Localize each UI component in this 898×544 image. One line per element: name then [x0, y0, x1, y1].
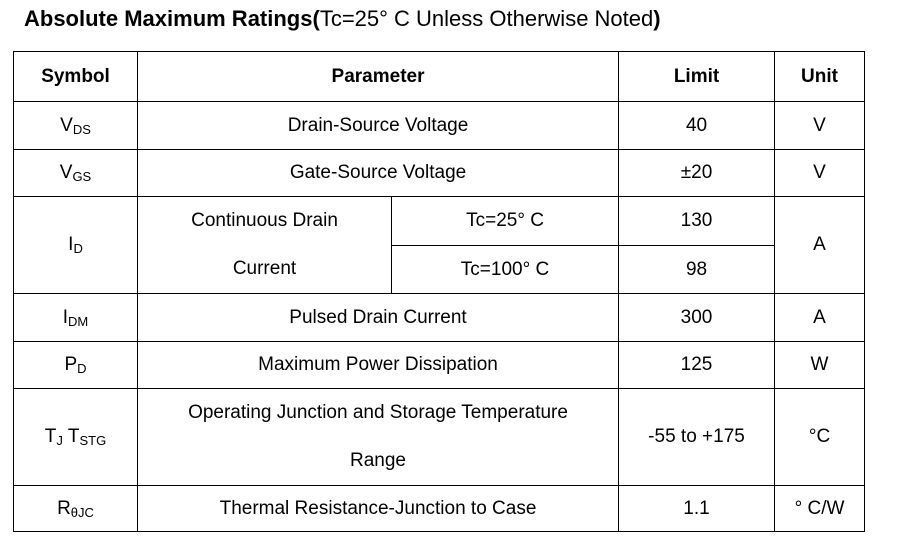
symbol-subscript: D [77, 361, 87, 376]
table-row-id-2: Tc=100° C 98 [14, 245, 865, 294]
limit-cell: 300 [618, 293, 776, 342]
symbol-main: I [62, 306, 69, 328]
unit-cell: A [774, 293, 866, 342]
symbol-main: V [59, 162, 73, 183]
symbol-main: I [68, 234, 74, 255]
title-condition: Tc=25° C Unless Otherwise Noted [319, 6, 654, 31]
table-row-id-1: ID Continuous Drain Current Tc=25° C 130 … [13, 196, 866, 294]
unit-cell: V [774, 101, 866, 150]
table-row-pd: PD Maximum Power Dissipation 125 W [13, 341, 866, 389]
unit-cell: °C [774, 388, 866, 486]
parameter-cell: Drain-Source Voltage [136, 101, 620, 150]
parameter-cell: Maximum Power Dissipation [136, 341, 620, 389]
condition-cell: Tc=25° C [390, 196, 620, 246]
parameter-cell: Thermal Resistance-Junction to Case [136, 485, 620, 532]
parameter-line-1: Continuous Drain [191, 210, 338, 231]
symbol-cell: RθJC [13, 485, 138, 532]
unit-cell: V [774, 149, 866, 197]
symbol-cell: ID [13, 196, 138, 294]
symbol-subscript: DS [72, 121, 91, 137]
ratings-table: Symbol Parameter Limit Unit VDS Drain-So… [13, 51, 866, 532]
page-title: Absolute Maximum Ratings(Tc=25° C Unless… [24, 4, 661, 34]
table-row-idm: IDM Pulsed Drain Current 300 A [13, 293, 866, 342]
symbol-subscript: GS [72, 169, 92, 184]
parameter-cell: Pulsed Drain Current [136, 293, 620, 342]
parameter-line-2: Current [232, 258, 297, 279]
symbol-main: T [44, 426, 57, 447]
symbol-subscript: J [56, 433, 63, 448]
unit-cell: A [774, 196, 866, 294]
table-row-vgs: VGS Gate-Source Voltage ±20 V [13, 149, 866, 197]
title-close: ) [653, 6, 661, 31]
symbol-subscript: DM [68, 313, 89, 329]
symbol-cell: IDM [13, 293, 138, 342]
limit-cell: 130 [618, 196, 776, 246]
symbol-cell: TJ TSTG [13, 388, 138, 486]
table-row-tj: TJ TSTG Operating Junction and Storage T… [13, 388, 866, 486]
parameter-line-1: Operating Junction and Storage Temperatu… [188, 402, 568, 423]
symbol-main: P [64, 354, 78, 375]
unit-cell: W [774, 341, 866, 389]
limit-cell: 98 [618, 245, 776, 294]
symbol-main: R [57, 497, 71, 519]
symbol-subscript: θJC [70, 504, 94, 520]
parameter-line-2: Range [350, 450, 406, 471]
symbol-cell: PD [13, 341, 138, 389]
title-main: Absolute Maximum Ratings( [24, 6, 320, 31]
parameter-cell: Operating Junction and Storage Temperatu… [136, 388, 620, 486]
parameter-cell: Continuous Drain Current [137, 196, 392, 294]
table-row-rth: RθJC Thermal Resistance-Junction to Case… [13, 485, 866, 532]
symbol-main-2: T [62, 426, 80, 447]
header-parameter: Parameter [136, 51, 620, 102]
limit-cell: 1.1 [618, 485, 776, 532]
header-symbol: Symbol [13, 51, 138, 102]
limit-cell: 125 [618, 341, 776, 389]
symbol-subscript: D [73, 241, 83, 256]
unit-cell: ° C/W [774, 485, 866, 532]
header-unit: Unit [774, 51, 866, 102]
symbol-cell: VGS [13, 149, 138, 197]
limit-cell: ±20 [618, 149, 776, 197]
condition-cell: Tc=100° C [390, 245, 620, 294]
header-row: Symbol Parameter Limit Unit [13, 51, 866, 102]
table-row-vds: VDS Drain-Source Voltage 40 V [13, 101, 866, 150]
symbol-cell: VDS [13, 101, 138, 150]
header-limit: Limit [618, 51, 776, 102]
symbol-subscript-2: STG [79, 433, 107, 448]
parameter-cell: Gate-Source Voltage [136, 149, 620, 197]
limit-cell: 40 [618, 101, 776, 150]
limit-cell: -55 to +175 [618, 388, 776, 486]
symbol-main: V [60, 114, 73, 136]
